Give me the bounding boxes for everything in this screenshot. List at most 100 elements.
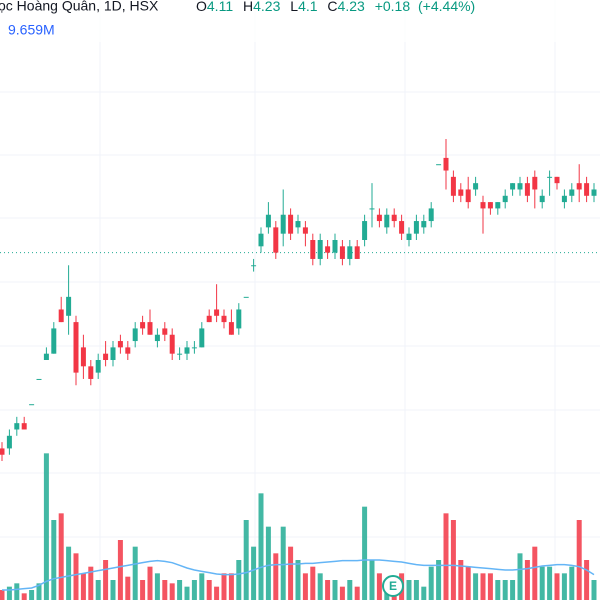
candle-body [288,214,294,234]
volume-bar [539,566,545,600]
volume-bar [184,586,190,600]
candle-body [29,404,35,406]
volume-bar [251,546,257,600]
candle-body [310,240,316,259]
open: 4.11 [207,0,233,14]
volume-bar [88,566,94,600]
volume-bar [584,560,590,600]
volume-bar [561,573,567,600]
candle-body [73,322,79,373]
candle-body [376,214,382,222]
low: 4.1 [298,0,318,14]
candle-body [391,214,397,222]
candle-body [251,265,257,267]
candle-body [473,183,479,190]
candle-body [0,448,5,455]
event-label[interactable]: E [389,579,397,593]
volume-bar [36,583,42,600]
candle-body [524,183,530,196]
volume-bar [428,566,434,600]
candle-body [110,347,116,360]
candle-body [43,353,49,360]
candle-body [561,195,567,203]
candle-body [66,296,72,316]
candle-body [539,195,545,203]
candle-body [125,347,131,354]
volume-bar [406,580,412,600]
volume-bar [502,580,508,600]
candle-body [214,309,220,316]
volume-bar [436,560,442,600]
symbol: ọc Hoàng Quân, 1D, HSX [0,0,159,14]
volume-bar [6,586,12,600]
candle-body [510,183,516,190]
candle-body [347,246,353,259]
volume-readout: 9.659M [8,22,55,38]
volume-bar [110,580,116,600]
candle-body [177,353,183,355]
candle-body [384,214,390,228]
volume-bar [480,573,486,600]
volume-bar [236,560,242,600]
candle-body [532,176,538,190]
candle-body [443,157,449,171]
candle-body [36,378,42,380]
volume-bar [14,583,20,600]
close: 4.23 [338,0,365,14]
candle-body [295,221,301,228]
volume-bar [524,560,530,600]
candle-body [280,214,286,234]
volume-bar [228,573,234,600]
candle-body [547,176,553,178]
candle-body [21,423,27,430]
volume-bar [58,513,64,600]
volume-bar [302,573,308,600]
volume-bar [569,566,575,600]
volume-bar [73,553,79,600]
volume-bar [450,520,456,600]
volume-bar [221,573,227,600]
candle-body [487,202,493,209]
candle-body [140,322,146,329]
volume-bar [591,580,597,600]
volume-bar [288,546,294,600]
volume-bar [376,573,382,600]
volume-bar [465,566,471,600]
candle-body [80,347,86,367]
volume-bar [199,573,205,600]
candle-body [88,366,94,379]
volume-bar [43,453,49,600]
candle-body [58,309,64,323]
candle-body [569,189,575,196]
volume-bar [443,513,449,600]
high: 4.23 [253,0,280,14]
volume-bar [265,526,271,600]
volume-bar [517,553,523,600]
candle-body [517,183,523,190]
header: ọc Hoàng Quân, 1D, HSX O4.11 H4.23 L4.1 … [0,0,600,42]
volume-bar [147,566,153,600]
candle-body [362,221,368,240]
volume-bar [95,580,101,600]
event-marker[interactable]: E [382,575,404,597]
candle-body [273,227,279,253]
volume-bar [421,586,427,600]
candle-body [576,183,582,190]
candle-body [51,328,57,354]
volume-bar [51,520,57,600]
volume-bar [547,566,553,600]
candle-body [591,189,597,196]
event-circle [382,575,404,597]
volume-bar [162,580,168,600]
volume-bar [310,566,316,600]
volume-bar [117,540,123,600]
candle-body [413,221,419,234]
candle-body [132,328,138,342]
volume-bar [332,580,338,600]
candle-body [206,315,212,323]
candle-body [325,246,331,253]
candle-body [169,334,175,354]
